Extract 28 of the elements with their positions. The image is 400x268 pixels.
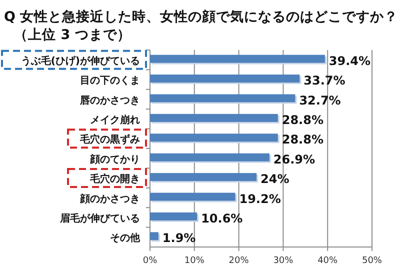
y-tick-label: その他 (110, 232, 141, 244)
data-label: 32.7% (299, 93, 341, 108)
data-label: 10.6% (201, 211, 243, 226)
y-tick-label: うぶ毛(ひげ)が伸びている (20, 54, 140, 67)
x-tick-label: 50% (362, 256, 382, 266)
data-label: 24% (260, 172, 290, 186)
x-tick-label: 30% (273, 256, 294, 266)
y-tick-label: 毛穴の黒ずみ (79, 134, 140, 146)
data-label: 26.9% (273, 152, 316, 166)
y-tick-label: 顔のてかり (89, 153, 140, 166)
y-tick-label: 眉毛が伸びている (59, 212, 140, 224)
data-label: 1.9% (162, 231, 196, 246)
data-label: 19.2% (239, 192, 281, 206)
data-label: 39.4% (328, 54, 371, 68)
x-tick-label: 0% (142, 256, 158, 266)
chart-title: Q 女性と急接近した時、女性の顔で気になるのはどこですか？ (4, 8, 398, 25)
x-tick-label: 10% (184, 256, 205, 266)
data-label: 33.7% (304, 74, 346, 88)
data-label: 28.8% (282, 132, 324, 147)
y-tick-label: 目の下のくま (80, 76, 140, 87)
data-label: 28.8% (282, 112, 324, 127)
chart-subtitle: （上位 3 つまで） (14, 27, 131, 43)
y-tick-label: 毛穴の開き (89, 173, 140, 186)
x-tick-label: 20% (228, 256, 250, 266)
y-tick-label: 顔のかさつき (79, 192, 140, 205)
x-tick-label: 40% (318, 256, 338, 266)
y-tick-label: 唇のかさつき (79, 94, 140, 106)
y-tick-label: メイク崩れ (90, 114, 140, 126)
